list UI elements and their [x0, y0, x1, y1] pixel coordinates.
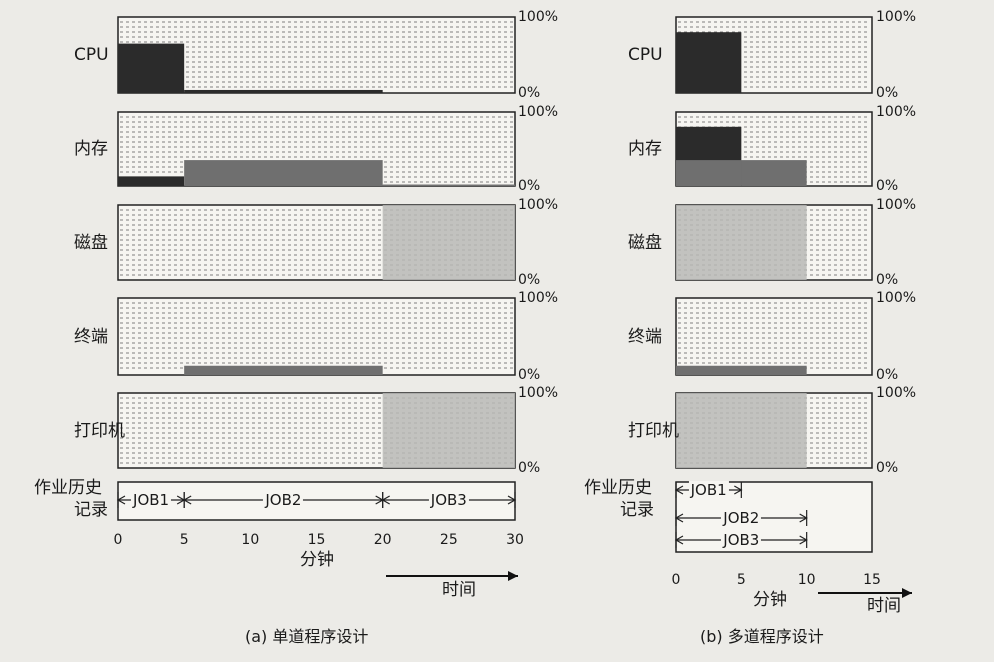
job-label-JOB1: JOB1 [688, 481, 729, 499]
resource-label-2: 磁盘 [74, 232, 108, 253]
x-tick-0: 0 [113, 532, 123, 548]
usage-block-终端-0 [184, 365, 383, 375]
panel-1-3 [675, 297, 873, 376]
usage-block-内存-1 [184, 160, 383, 186]
figure-caption-1: (b) 多道程序设计 [700, 627, 824, 646]
x-tick-5: 5 [736, 572, 746, 588]
x-axis-label: 分钟 [300, 550, 334, 570]
usage-block-终端-0 [676, 365, 807, 375]
usage-block-CPU-0 [118, 43, 185, 93]
time-label: 时间 [442, 580, 476, 600]
pct-min-label: 0% [518, 272, 541, 288]
x-tick-20: 20 [373, 532, 392, 548]
usage-block-打印机-0 [382, 393, 515, 468]
resource-label-1: 内存 [74, 139, 108, 159]
x-axis-label: 分钟 [753, 590, 787, 610]
pct-max-label: 100% [876, 385, 917, 401]
resource-label-4: 打印机 [74, 420, 125, 441]
x-tick-10: 10 [797, 572, 816, 588]
resource-label-0: CPU [628, 45, 663, 65]
pct-max-label: 100% [876, 104, 917, 120]
pct-max-label: 100% [876, 197, 917, 213]
usage-block-内存-1 [676, 160, 742, 186]
figure-caption-0: (a) 单道程序设计 [245, 627, 369, 646]
panel-0-0 [117, 16, 516, 94]
pct-min-label: 0% [876, 85, 899, 101]
pct-max-label: 100% [518, 9, 559, 25]
pct-min-label: 0% [518, 460, 541, 476]
resource-label-3: 终端 [628, 326, 662, 347]
pct-min-label: 0% [518, 85, 541, 101]
job-label-JOB2: JOB2 [721, 509, 762, 527]
time-arrowhead [902, 588, 912, 598]
job-label-JOB3: JOB3 [721, 531, 762, 549]
resource-label-1: 内存 [628, 139, 662, 159]
pct-min-label: 0% [876, 460, 899, 476]
usage-block-内存-2 [741, 160, 807, 186]
job-label-JOB1: JOB1 [131, 491, 172, 509]
usage-block-内存-0 [118, 176, 185, 186]
history-label-line2: 记录 [74, 500, 108, 520]
x-tick-15: 15 [863, 572, 881, 588]
x-tick-10: 10 [241, 532, 260, 548]
pct-min-label: 0% [876, 367, 899, 383]
usage-block-内存-2 [382, 184, 515, 186]
usage-block-磁盘-0 [382, 205, 515, 280]
job-label-JOB3: JOB3 [428, 491, 469, 509]
time-arrowhead [508, 571, 518, 581]
pct-max-label: 100% [518, 290, 559, 306]
x-tick-15: 15 [307, 532, 326, 548]
pct-min-label: 0% [876, 272, 899, 288]
x-tick-0: 0 [671, 572, 681, 588]
history-label-line1: 作业历史 [34, 478, 102, 498]
time-label: 时间 [867, 596, 901, 616]
usage-block-打印机-0 [676, 393, 807, 468]
history-label-line2: 记录 [620, 500, 654, 520]
pct-max-label: 100% [876, 9, 917, 25]
resource-label-0: CPU [74, 45, 109, 65]
usage-block-磁盘-0 [676, 205, 807, 280]
panel-0-3 [117, 297, 516, 376]
usage-block-CPU-1 [184, 89, 383, 93]
x-tick-30: 30 [506, 532, 524, 548]
pct-min-label: 0% [518, 178, 541, 194]
x-tick-5: 5 [179, 532, 189, 548]
usage-block-CPU-0 [676, 32, 742, 93]
x-tick-25: 25 [439, 532, 458, 548]
pct-max-label: 100% [876, 290, 917, 306]
pct-max-label: 100% [518, 385, 559, 401]
job-label-JOB2: JOB2 [263, 491, 304, 509]
resource-label-2: 磁盘 [628, 232, 662, 253]
pct-min-label: 0% [518, 367, 541, 383]
resource-label-4: 打印机 [628, 420, 679, 441]
history-label-line1: 作业历史 [584, 478, 652, 498]
pct-max-label: 100% [518, 104, 559, 120]
resource-label-3: 终端 [74, 326, 108, 347]
pct-max-label: 100% [518, 197, 559, 213]
pct-min-label: 0% [876, 178, 899, 194]
